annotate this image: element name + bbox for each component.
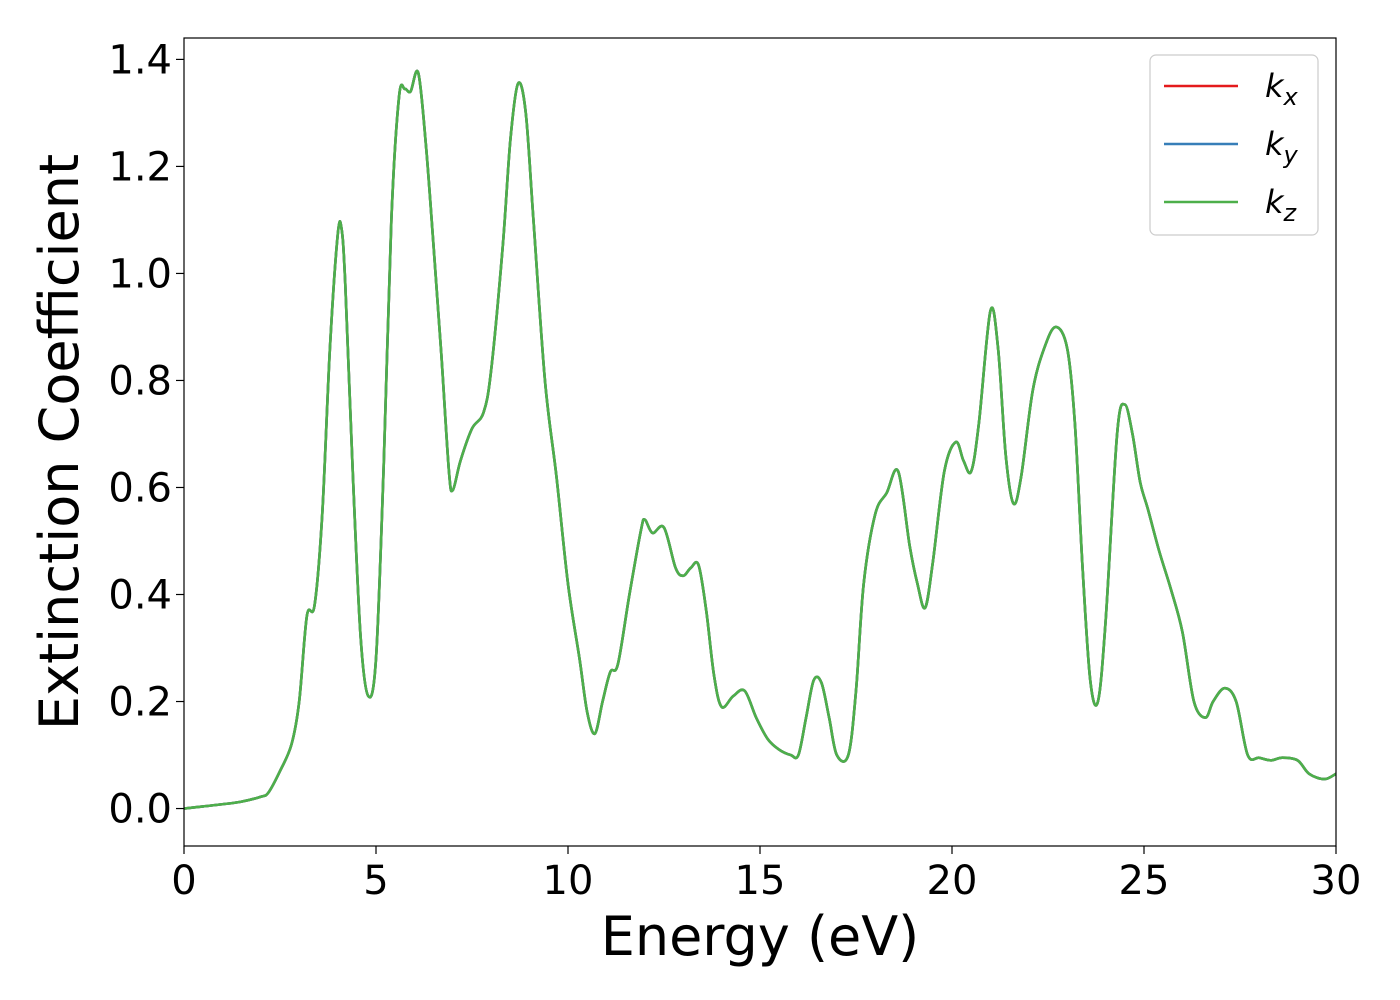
x-axis-ticks: 0 5 10 15 20 25 30: [171, 846, 1361, 904]
series-line-k-z: [184, 69, 1336, 810]
x-tick-label: 5: [363, 858, 388, 904]
x-tick-label: 0: [171, 858, 196, 904]
legend-subscript: y: [1283, 141, 1299, 169]
y-tick-label: 0.6: [108, 465, 172, 511]
legend-subscript: x: [1283, 83, 1299, 111]
x-tick-label: 30: [1311, 858, 1362, 904]
y-axis-title: Extinction Coefficient: [28, 154, 91, 730]
series-layer: [184, 69, 1336, 810]
y-tick-label: 1.4: [108, 37, 172, 83]
x-tick-label: 15: [735, 858, 786, 904]
x-tick-label: 10: [543, 858, 594, 904]
legend-subscript: z: [1283, 199, 1298, 227]
y-tick-label: 0.4: [108, 573, 172, 619]
y-tick-label: 0.2: [108, 680, 172, 726]
y-tick-label: 1.2: [108, 144, 172, 190]
x-tick-label: 20: [927, 858, 978, 904]
x-tick-label: 25: [1119, 858, 1170, 904]
y-axis-ticks: 0.0 0.2 0.4 0.6 0.8 1.0 1.2 1.4: [108, 37, 184, 833]
y-tick-label: 0.0: [108, 787, 172, 833]
y-tick-label: 0.8: [108, 358, 172, 404]
x-axis-title: Energy (eV): [601, 905, 920, 968]
y-tick-label: 1.0: [108, 251, 172, 297]
